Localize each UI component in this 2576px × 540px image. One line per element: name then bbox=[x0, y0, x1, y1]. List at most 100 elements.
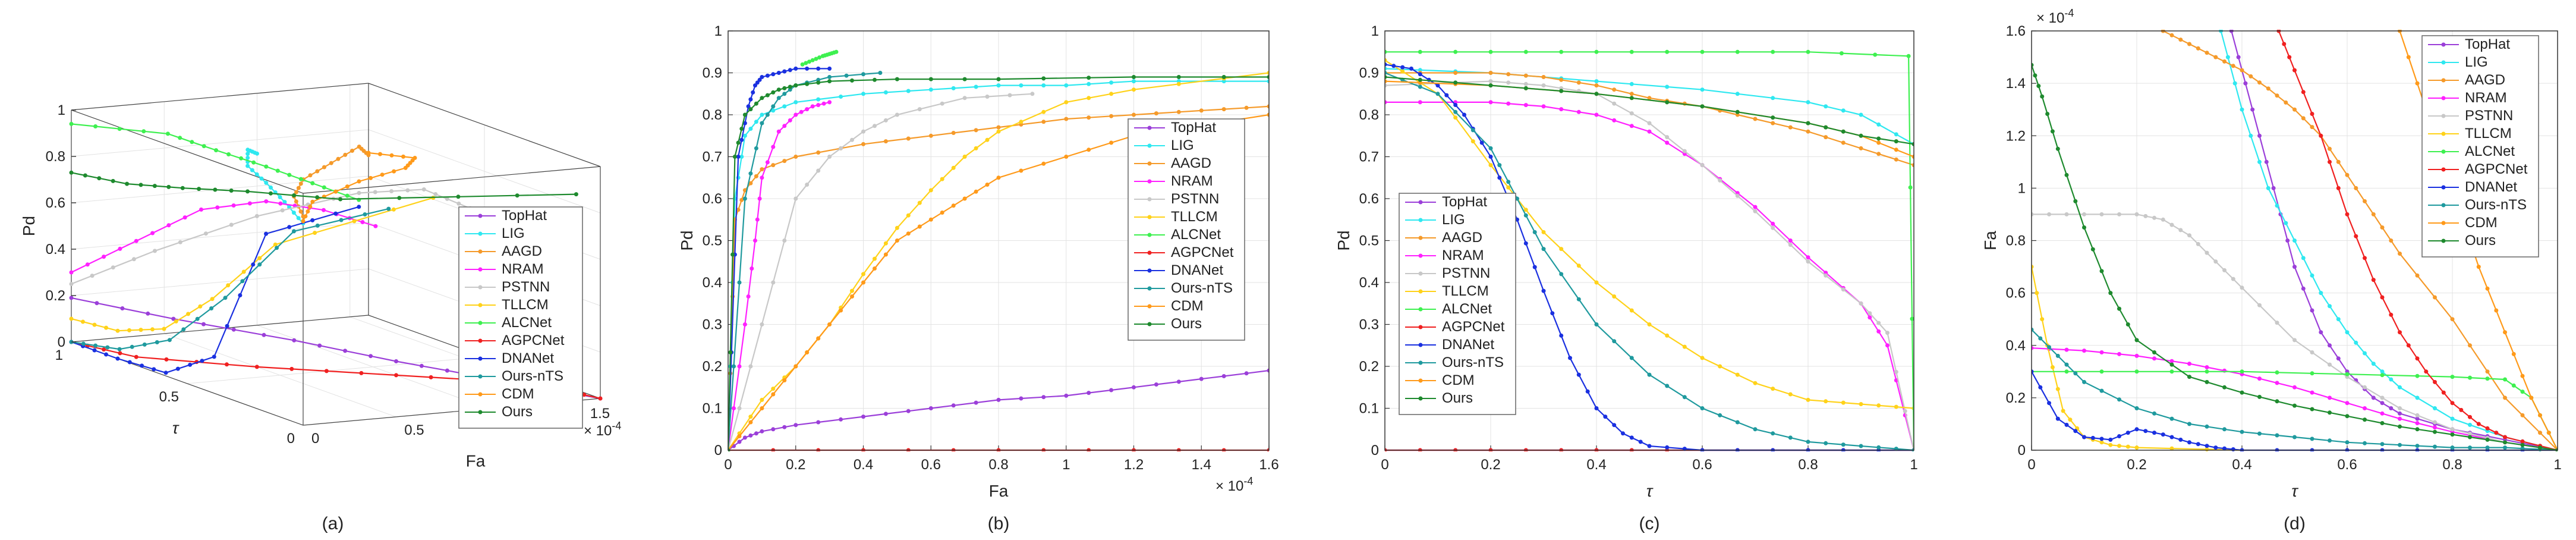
y-tick-label: 0.8 bbox=[2006, 233, 2026, 249]
data-point bbox=[1559, 272, 1564, 277]
legend-marker-pstnn bbox=[1418, 271, 1423, 276]
data-point bbox=[2125, 431, 2130, 435]
data-point bbox=[2099, 440, 2104, 445]
legend-marker-tophat bbox=[478, 214, 483, 218]
data-point bbox=[1771, 49, 1775, 54]
legend-marker-pstnn bbox=[478, 285, 483, 290]
data-point bbox=[2205, 444, 2209, 448]
y-tick-label: 0.9 bbox=[703, 65, 722, 81]
data-point bbox=[1806, 100, 1810, 105]
x-tick-label: 1.6 bbox=[1259, 457, 1278, 473]
series-line-aagd bbox=[728, 105, 1269, 451]
data-point bbox=[298, 209, 303, 214]
data-point bbox=[906, 213, 911, 218]
data-point bbox=[2038, 336, 2043, 341]
data-point bbox=[917, 107, 922, 112]
data-point bbox=[1718, 413, 1722, 417]
data-point bbox=[363, 212, 367, 216]
data-point bbox=[200, 359, 204, 363]
legend-marker-alcnet bbox=[1418, 307, 1423, 312]
data-point bbox=[1700, 406, 1705, 410]
data-point bbox=[985, 137, 990, 142]
data-point bbox=[760, 167, 764, 172]
data-point bbox=[582, 393, 587, 397]
data-point bbox=[1629, 124, 1634, 128]
data-point bbox=[111, 265, 115, 270]
series-nram bbox=[69, 199, 378, 275]
data-point bbox=[2032, 62, 2034, 67]
data-point bbox=[2371, 395, 2376, 400]
data-point bbox=[2503, 377, 2507, 382]
y-tick-label: 0.2 bbox=[2006, 390, 2026, 406]
data-point bbox=[115, 356, 120, 361]
data-point bbox=[1894, 147, 1898, 152]
y-tick-label: 0.8 bbox=[1359, 107, 1379, 123]
data-point bbox=[83, 173, 87, 178]
data-point bbox=[2108, 291, 2113, 296]
data-point bbox=[392, 169, 396, 174]
y-tick-label: 0.1 bbox=[703, 401, 722, 417]
data-point bbox=[456, 194, 461, 199]
data-point bbox=[2152, 356, 2156, 361]
data-point bbox=[2380, 401, 2385, 406]
y-tick-label: 1.4 bbox=[2006, 76, 2026, 92]
data-point bbox=[805, 183, 810, 187]
data-point bbox=[2240, 68, 2244, 73]
data-point bbox=[1488, 163, 1493, 168]
data-point bbox=[357, 191, 361, 195]
data-point bbox=[962, 96, 967, 101]
data-point bbox=[1418, 72, 1422, 77]
data-point bbox=[757, 196, 762, 201]
data-point bbox=[201, 322, 206, 326]
legend-label-lig: LIG bbox=[1442, 212, 1465, 228]
data-point bbox=[1154, 382, 1158, 387]
data-point bbox=[1385, 49, 1387, 54]
data-point bbox=[1041, 120, 1046, 124]
data-point bbox=[2134, 369, 2139, 374]
data-point bbox=[117, 347, 122, 351]
data-point bbox=[294, 190, 298, 194]
data-point bbox=[1550, 311, 1555, 316]
data-point bbox=[315, 195, 320, 200]
data-point bbox=[345, 193, 349, 198]
data-point bbox=[2090, 247, 2095, 252]
data-point bbox=[873, 256, 877, 261]
data-point bbox=[255, 151, 259, 156]
data-point bbox=[1700, 104, 1705, 109]
tau-axis-label: τ bbox=[172, 419, 179, 437]
data-point bbox=[1841, 442, 1846, 447]
legend-box bbox=[1128, 118, 1245, 341]
data-point bbox=[760, 397, 764, 402]
box-edge bbox=[71, 109, 304, 194]
data-point bbox=[1267, 104, 1269, 109]
data-point bbox=[1700, 49, 1705, 54]
data-point bbox=[2152, 215, 2156, 220]
legend-marker-agpcnet bbox=[1147, 250, 1152, 255]
y-tick-label: 0 bbox=[1371, 442, 1379, 459]
data-point bbox=[2222, 385, 2227, 390]
data-point bbox=[303, 214, 308, 219]
data-point bbox=[2450, 375, 2455, 379]
data-point bbox=[310, 181, 315, 186]
data-point bbox=[1576, 80, 1581, 85]
data-point bbox=[2398, 416, 2402, 421]
data-point bbox=[951, 131, 956, 135]
data-point bbox=[1041, 109, 1046, 114]
data-point bbox=[895, 238, 899, 243]
data-point bbox=[2380, 442, 2385, 447]
data-point bbox=[2134, 338, 2139, 343]
data-point bbox=[245, 155, 250, 160]
data-point bbox=[2398, 385, 2402, 390]
data-point bbox=[1876, 403, 1881, 408]
data-point bbox=[2257, 431, 2262, 436]
data-point bbox=[2363, 441, 2367, 445]
data-point bbox=[728, 350, 733, 354]
data-point bbox=[906, 231, 911, 236]
data-point bbox=[2082, 225, 2086, 230]
grid-line-z bbox=[71, 222, 369, 250]
legend-label-ours-nts: Ours-nTS bbox=[1171, 280, 1233, 296]
data-point bbox=[996, 397, 1001, 402]
data-point bbox=[850, 137, 854, 142]
data-point bbox=[839, 146, 843, 150]
